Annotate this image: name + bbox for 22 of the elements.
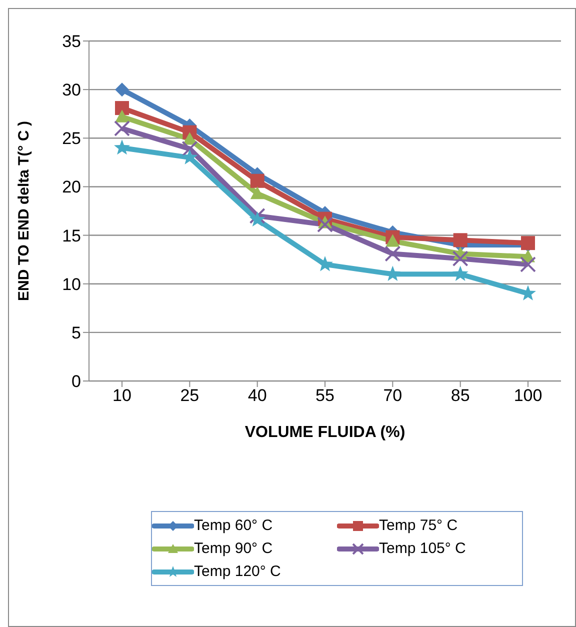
x-tick-label: 55 (316, 386, 334, 406)
y-tick-label: 5 (72, 323, 81, 342)
y-tick-label: 20 (62, 178, 81, 197)
x-tick-label: 25 (180, 386, 200, 406)
y-tick-label: 15 (62, 226, 81, 246)
y-tick-label: 35 (62, 32, 81, 52)
x-tick-label: 40 (248, 386, 267, 406)
y-tick-label: 25 (62, 129, 81, 148)
y-tick-label: 10 (62, 274, 81, 294)
y-tick-label: 30 (62, 80, 81, 100)
legend-label: Temp 120° C (194, 563, 281, 580)
x-tick-label: 85 (450, 386, 470, 406)
x-axis-title: VOLUME FLUIDA (%) (244, 424, 406, 441)
legend-label: Temp 75° C (379, 517, 458, 534)
x-tick-label: 10 (112, 386, 132, 406)
legend-label: Temp 105° C (379, 540, 466, 557)
x-tick-label: 100 (514, 386, 542, 406)
x-tick-label: 70 (383, 386, 402, 406)
y-tick-label: 0 (72, 372, 81, 392)
legend-label: Temp 60° C (194, 517, 273, 534)
y-axis-title: END TO END delta T(° C ) (15, 121, 32, 301)
legend-label: Temp 90° C (194, 540, 273, 557)
